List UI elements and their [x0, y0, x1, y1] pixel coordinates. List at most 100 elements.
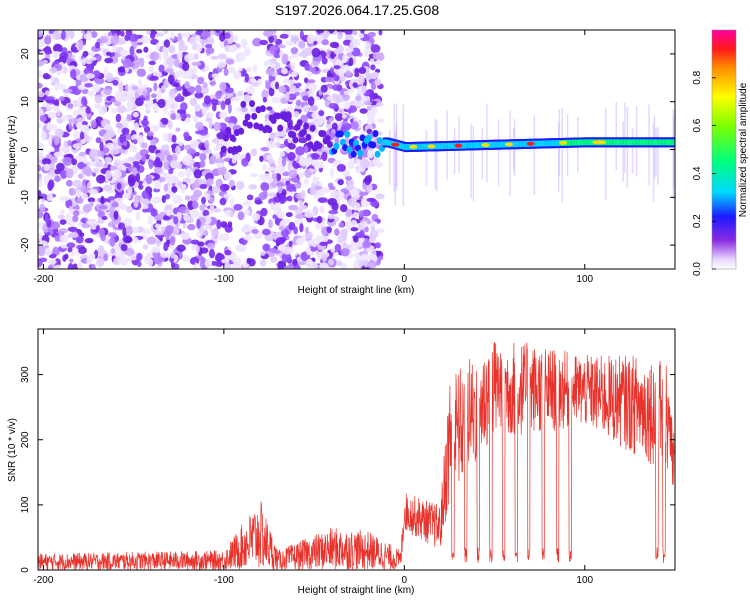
spectrogram-noise-cell	[331, 93, 339, 102]
spectrogram-noise-cell	[124, 133, 133, 140]
spectrogram-noise-cell	[185, 117, 191, 124]
spectrogram-noise-cell	[332, 84, 341, 91]
spectrogram-noise-cell	[101, 216, 108, 221]
spectrogram-noise-cell	[190, 239, 200, 245]
spectrogram-noise-cell	[164, 193, 171, 200]
spectrogram-noise-cell	[337, 34, 343, 40]
spectrogram-noise-cell	[168, 168, 174, 175]
spectrogram-noise-cell	[353, 190, 361, 198]
spectrogram-noise-cell	[369, 58, 375, 64]
spectrogram-noise-cell	[309, 261, 318, 269]
spectrogram-noise-cell	[137, 134, 144, 143]
spectrogram-noise-cell	[228, 66, 236, 74]
spectrogram-noise-cell	[162, 132, 169, 142]
spectrogram-noise-cell	[91, 225, 97, 230]
spectrogram-noise-cell	[288, 240, 293, 248]
spectrogram-noise-cell	[193, 53, 199, 60]
spectrogram-noise-cell	[236, 180, 245, 190]
spectrogram-noise-cell	[323, 33, 329, 39]
spectrogram-noise-cell	[95, 160, 104, 168]
spectrogram-noise-cell	[254, 199, 263, 205]
spectrogram-streak	[436, 120, 438, 191]
spectrogram-streak	[434, 118, 436, 189]
spectrogram-noise-cell	[169, 160, 179, 169]
spectrogram-noise-cell	[167, 119, 173, 130]
spectrogram-noise-cell	[196, 218, 201, 229]
spectrogram-noise-cell	[83, 33, 91, 40]
spectrogram-noise-cell	[60, 244, 67, 249]
spectrogram-noise-cell	[38, 82, 43, 89]
spectrogram-noise-cell	[173, 58, 181, 68]
spectrogram-y-tick-label: -20	[20, 237, 31, 252]
spectrogram-noise-cell	[116, 89, 123, 98]
spectrogram-noise-cell	[201, 196, 206, 205]
spectrogram-noise-cell	[293, 264, 301, 269]
spectrogram-noise-cell	[171, 134, 177, 143]
spectrogram-noise-cell	[170, 153, 178, 162]
spectrogram-noise-cell	[286, 183, 296, 192]
spectrogram-noise-cell	[189, 97, 198, 107]
spectrogram-y-tick-label: 0	[20, 146, 31, 152]
spectrogram-noise-cell	[128, 33, 139, 42]
spectrogram-noise-cell	[320, 226, 328, 236]
spectrogram-noise-cell	[246, 194, 254, 201]
spectrogram-noise-cell	[275, 164, 286, 175]
spectrogram-signal-cell	[266, 126, 273, 134]
spectrogram-noise-cell	[98, 205, 108, 210]
spectrogram-signal-cell	[220, 145, 227, 153]
spectrogram-signal-cell	[333, 142, 340, 150]
spectrogram-noise-cell	[59, 84, 67, 91]
spectrogram-noise-cell	[52, 100, 59, 105]
spectrogram-noise-cell	[65, 168, 74, 179]
spectrogram-noise-cell	[275, 141, 281, 148]
spectrogram-noise-cell	[38, 122, 42, 129]
spectrogram-noise-cell	[183, 72, 193, 79]
spectrogram-noise-cell	[87, 197, 96, 203]
spectrogram-noise-cell	[287, 161, 292, 172]
spectrogram-peak	[504, 142, 513, 147]
spectrogram-noise-cell	[132, 111, 139, 118]
spectrogram-noise-cell	[231, 96, 241, 102]
spectrogram-noise-cell	[338, 45, 344, 54]
spectrogram-noise-cell	[163, 30, 169, 35]
spectrogram-noise-cell	[209, 155, 217, 165]
snr-y-label: SNR (10 * v/v)	[7, 418, 18, 482]
spectrogram-noise-cell	[309, 168, 318, 173]
spectrogram-noise-cell	[160, 252, 171, 258]
spectrogram-noise-cell	[219, 111, 228, 119]
spectrogram-noise-cell	[197, 179, 208, 185]
spectrogram-noise-cell	[374, 68, 381, 73]
spectrogram-noise-cell	[249, 173, 259, 178]
spectrogram-noise-cell	[153, 231, 164, 236]
spectrogram-noise-cell	[164, 225, 175, 234]
spectrogram-noise-cell	[288, 84, 297, 93]
spectrogram-noise-cell	[325, 123, 332, 129]
spectrogram-noise-cell	[193, 115, 199, 123]
spectrogram-noise-cell	[224, 116, 231, 123]
spectrogram-noise-cell	[39, 114, 47, 122]
spectrogram-noise-cell	[199, 159, 206, 168]
spectrogram-noise-cell	[116, 159, 123, 164]
spectrogram-noise-cell	[168, 45, 176, 54]
spectrogram-noise-cell	[38, 173, 42, 178]
spectrogram-noise-cell	[133, 198, 139, 208]
spectrogram-noise-cell	[338, 222, 345, 228]
spectrogram-noise-cell	[204, 139, 210, 149]
spectrogram-noise-cell	[321, 253, 327, 262]
spectrogram-noise-cell	[208, 248, 215, 259]
snr-y-tick-label: 200	[20, 431, 31, 448]
spectrogram-noise-cell	[82, 166, 92, 176]
spectrogram-noise-cell	[86, 219, 95, 225]
spectrogram-noise-cell	[103, 88, 112, 96]
spectrogram-noise-cell	[378, 30, 383, 36]
spectrogram-noise-cell	[38, 150, 44, 161]
spectrogram-noise-cell	[169, 101, 179, 110]
spectrogram-noise-cell	[217, 60, 227, 69]
spectrogram-noise-cell	[47, 111, 57, 119]
spectrogram-noise-cell	[333, 65, 341, 70]
spectrogram-noise-cell	[371, 200, 379, 207]
spectrogram-noise-cell	[157, 98, 166, 109]
colorbar-tick-label: 0.6	[692, 118, 703, 132]
spectrogram-noise-cell	[291, 71, 298, 78]
